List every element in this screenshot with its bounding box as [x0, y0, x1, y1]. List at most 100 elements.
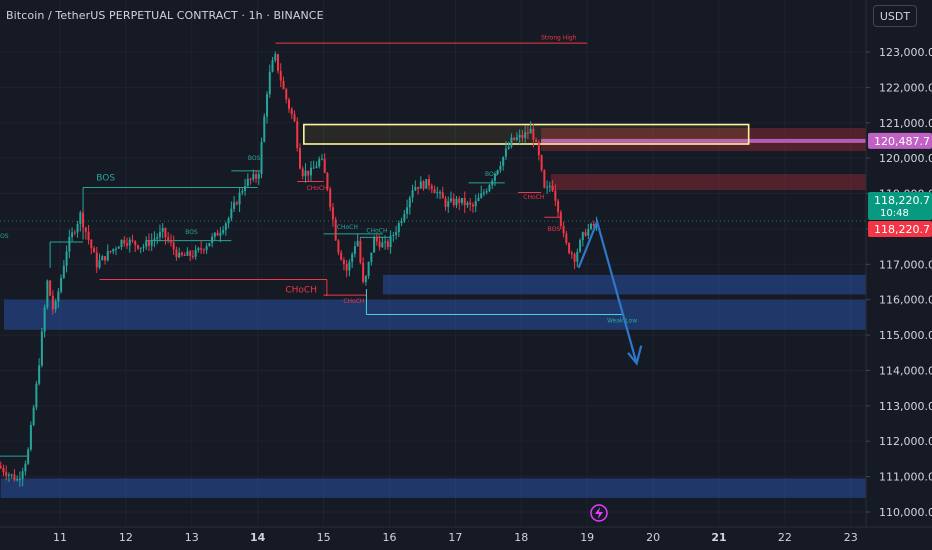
choch-label: CHoCH	[366, 227, 387, 234]
projection-arrow	[577, 218, 643, 366]
candle-body	[499, 165, 502, 171]
candle-body	[93, 248, 96, 253]
candle-body	[183, 255, 186, 257]
y-tick-label: 123,000.0	[879, 46, 932, 59]
candle-body	[24, 463, 27, 472]
candle-body	[540, 155, 543, 171]
price-label-red: 118,220.7	[874, 223, 930, 236]
candle-body	[378, 241, 381, 248]
candle-body	[255, 174, 258, 179]
candle-body	[51, 295, 54, 310]
candle-body	[150, 240, 153, 246]
candle-body	[364, 275, 367, 283]
candle-body	[175, 249, 178, 258]
x-tick-label: 23	[844, 531, 858, 544]
price-axis: 110,000.0 111,000.0 112,000.0 113,000.0 114,…	[865, 0, 932, 550]
candle-body	[447, 201, 450, 207]
candle-body	[362, 262, 365, 283]
candle-body	[95, 252, 98, 268]
x-tick-label: 15	[317, 531, 331, 544]
candle-body	[359, 240, 362, 263]
y-tick-label: 113,000.0	[879, 400, 932, 413]
bos-label: BOS	[485, 171, 498, 178]
time-axis-bg	[0, 527, 932, 550]
candle-body	[496, 170, 499, 174]
candle-body	[389, 235, 392, 248]
candle-body	[353, 246, 356, 255]
candle-body	[370, 252, 373, 262]
flash-icon-bolt	[595, 507, 603, 519]
candle-body	[337, 240, 340, 253]
projection-path	[577, 218, 638, 364]
candle-body	[136, 245, 139, 249]
candle-body	[581, 232, 584, 241]
candle-body	[548, 185, 551, 187]
candle-body	[428, 179, 431, 186]
candle-body	[18, 478, 21, 480]
candle-body	[326, 172, 329, 189]
candle-body	[106, 250, 109, 261]
candle-body	[493, 173, 496, 181]
candle-body	[224, 223, 227, 231]
candle-body	[87, 231, 90, 240]
candle-body	[7, 474, 10, 476]
candle-body	[32, 407, 35, 425]
candle-body	[562, 225, 565, 234]
candle-body	[444, 198, 447, 207]
x-tick-label: 18	[514, 531, 528, 544]
candle-body	[241, 190, 244, 193]
candle-body	[246, 178, 249, 187]
candle-body	[592, 223, 595, 226]
candle-body	[312, 167, 315, 169]
candle-body	[436, 192, 439, 194]
candle-body	[576, 251, 579, 262]
candle-body	[373, 237, 376, 253]
candle-body	[13, 474, 16, 481]
x-tick-label: 21	[711, 531, 726, 544]
flash-icon[interactable]	[590, 504, 608, 522]
x-tick-label: 14	[250, 531, 266, 544]
candle-body	[84, 227, 87, 232]
choch-label: CHoCH	[306, 185, 327, 192]
candle-body	[274, 54, 277, 61]
supply-box	[303, 123, 750, 145]
candle-body	[60, 277, 63, 292]
candle-body	[480, 193, 483, 198]
candle-body	[104, 256, 107, 261]
candle-body	[482, 192, 485, 194]
y-tick-label: 114,000.0	[879, 364, 932, 377]
candle-body	[260, 141, 263, 174]
candle-body	[419, 181, 422, 189]
candle-body	[290, 108, 293, 115]
candle-body	[29, 424, 32, 450]
candle-body	[5, 472, 8, 476]
candle-body	[180, 252, 183, 256]
candle-body	[38, 365, 41, 384]
x-tick-label: 22	[778, 531, 792, 544]
candle-body	[521, 135, 524, 138]
candle-body	[422, 181, 425, 189]
candle-body	[125, 243, 128, 246]
candle-body	[439, 192, 442, 194]
candle-body	[172, 242, 175, 250]
x-tick-label: 11	[53, 531, 67, 544]
candle-body	[524, 132, 527, 138]
candle-body	[238, 192, 241, 205]
zone-blue	[0, 478, 871, 498]
candle-body	[153, 238, 156, 241]
candle-body	[49, 280, 52, 296]
candle-body	[565, 233, 568, 244]
candle-body	[403, 213, 406, 222]
candle-body	[518, 135, 521, 138]
y-tick-label: 116,000.0	[879, 294, 932, 307]
candle-body	[471, 204, 474, 207]
candle-body	[568, 243, 571, 253]
candle-body	[112, 248, 115, 252]
candle-body	[252, 174, 255, 180]
x-tick-label: 19	[580, 531, 594, 544]
candle-body	[293, 114, 296, 122]
currency-selector[interactable]: USDT	[873, 5, 917, 27]
time-axis: 11 12 13 14 15 16 17 18 19 20 21 22 23	[0, 526, 932, 550]
